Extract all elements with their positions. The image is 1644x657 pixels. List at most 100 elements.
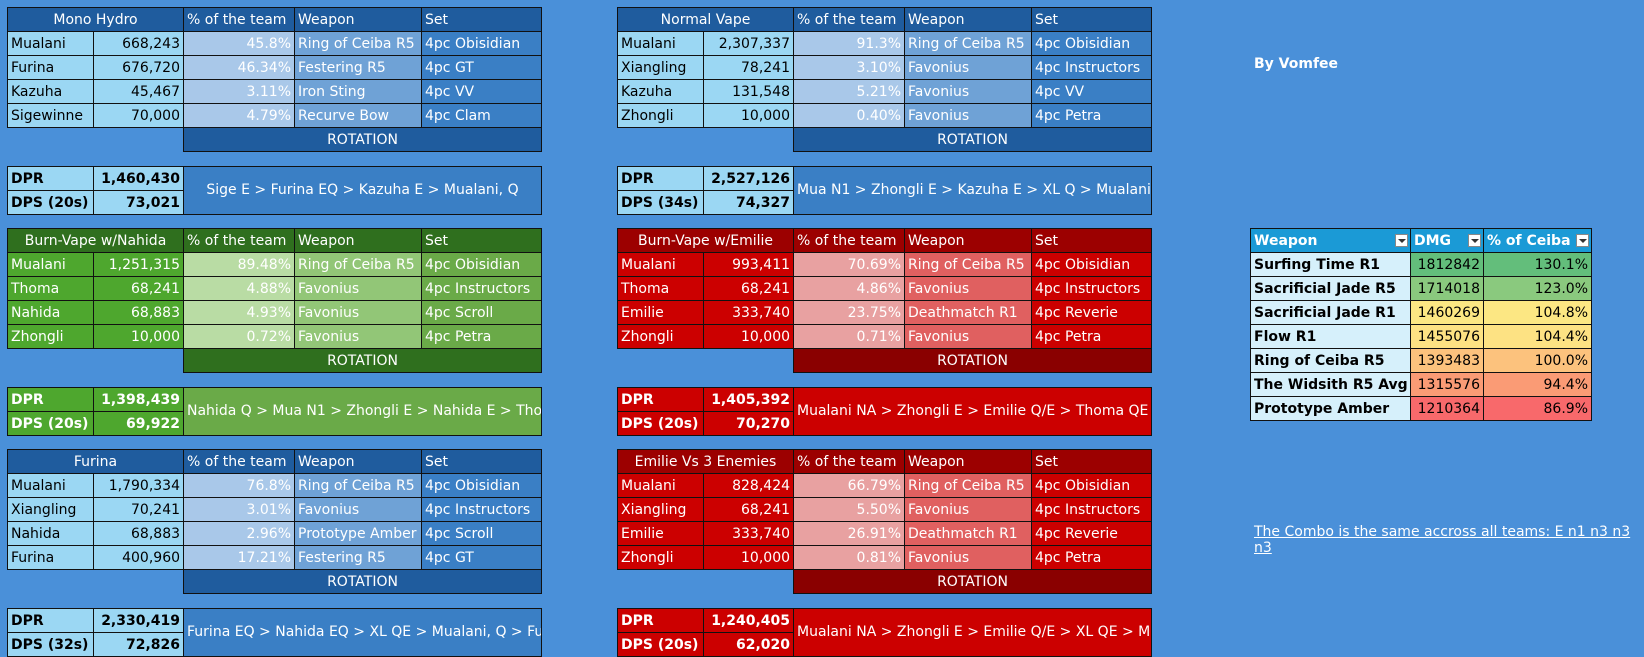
character-weapon: Favonius bbox=[904, 55, 1032, 80]
character-percent: 70.69% bbox=[793, 252, 906, 277]
weapon-header[interactable]: Weapon bbox=[1250, 228, 1411, 253]
weapon-dmg: 1460269 bbox=[1410, 300, 1484, 325]
weapon-row: Sacrificial Jade R1 1460269 104.8% bbox=[1250, 300, 1592, 325]
character-set: 4pc Petra bbox=[1031, 324, 1153, 349]
character-row: Mualani 2,307,337 91.3% Ring of Ceiba R5 4pc… bbox=[617, 31, 1152, 56]
character-row: Emilie 333,740 26.91% Deathmatch R1 4pc Reve… bbox=[617, 521, 1153, 546]
character-weapon: Favonius bbox=[904, 79, 1032, 104]
weapon-pct-ceiba: 100.0% bbox=[1483, 348, 1592, 373]
weapon-row: Sacrificial Jade R5 1714018 123.0% bbox=[1250, 276, 1592, 301]
character-name: Xiangling bbox=[617, 497, 704, 522]
rotation-header-row: ROTATION bbox=[618, 569, 1153, 594]
character-percent: 17.21% bbox=[183, 545, 296, 570]
team-table: Normal Vape% of the team Weapon Set Mualani… bbox=[617, 7, 1152, 215]
team-table: Burn-Vape w/Nahida% of the team Weapon Set… bbox=[7, 228, 542, 436]
character-weapon: Festering R5 bbox=[294, 545, 423, 570]
character-name: Furina bbox=[7, 55, 94, 80]
dpr-label: DPR bbox=[617, 387, 704, 412]
rotation-header-row: ROTATION bbox=[8, 348, 542, 373]
character-row: Thoma 68,241 4.88% Favonius 4pc Instructors bbox=[7, 276, 542, 301]
filter-dropdown-icon[interactable] bbox=[1395, 234, 1408, 247]
dpr-label: DPR bbox=[7, 166, 94, 191]
dps-value: 73,021 bbox=[93, 190, 184, 215]
character-percent: 2.96% bbox=[183, 521, 296, 546]
weapon-row: Prototype Amber 1210364 86.9% bbox=[1250, 396, 1592, 421]
pct-ceiba-header[interactable]: % of Ceiba bbox=[1483, 228, 1592, 253]
sort-dropdown-icon[interactable] bbox=[1468, 234, 1481, 247]
filter-dropdown-icon[interactable] bbox=[1576, 234, 1589, 247]
team-header-row: Furina% of the team Weapon Set bbox=[6, 449, 543, 474]
weapon-pct-ceiba: 104.4% bbox=[1483, 324, 1592, 349]
team-header-row: Burn-Vape w/Emilie% of the team Weapon Set bbox=[616, 228, 1153, 253]
character-damage: 1,251,315 bbox=[93, 252, 184, 277]
character-percent: 0.71% bbox=[793, 324, 906, 349]
character-weapon: Deathmatch R1 bbox=[904, 300, 1033, 325]
character-set: 4pc Instructors bbox=[1031, 497, 1153, 522]
weapon-comparison-table: Weapon DMG % of Ceiba Surfing Time R1 181… bbox=[1250, 228, 1592, 421]
character-damage: 1,790,334 bbox=[92, 473, 185, 498]
character-row: Mualani 1,790,334 76.8% Ring of Ceiba R5 4pc… bbox=[7, 473, 543, 498]
rotation-header: ROTATION bbox=[183, 569, 543, 594]
weapon-row: Flow R1 1455076 104.4% bbox=[1250, 324, 1592, 349]
pct-header: % of the team bbox=[793, 449, 906, 474]
character-row: Xiangling 70,241 3.01% Favonius 4pc Instruct… bbox=[7, 497, 543, 522]
character-weapon: Ring of Ceiba R5 bbox=[294, 31, 422, 56]
character-row: Thoma 68,241 4.86% Favonius 4pc Instructors bbox=[617, 276, 1153, 301]
character-set: 4pc Obisidian bbox=[421, 473, 543, 498]
character-name: Mualani bbox=[617, 473, 704, 498]
weapon-name: Ring of Ceiba R5 bbox=[1250, 348, 1411, 373]
weapon-name: Flow R1 bbox=[1250, 324, 1411, 349]
character-row: Zhongli 10,000 0.71% Favonius 4pc Petra bbox=[617, 324, 1153, 349]
character-percent: 0.72% bbox=[183, 324, 295, 349]
character-damage: 333,740 bbox=[702, 521, 795, 546]
rotation-text: Sige E > Furina EQ > Kazuha E > Mualani,… bbox=[183, 166, 542, 215]
character-damage: 45,467 bbox=[93, 79, 184, 104]
character-percent: 45.8% bbox=[183, 31, 295, 56]
rotation-text: Mua N1 > Zhongli E > Kazuha E > XL Q > M… bbox=[793, 166, 1152, 215]
weapon-row: Surfing Time R1 1812842 130.1% bbox=[1250, 252, 1592, 277]
dps-label: DPS (20s) bbox=[7, 190, 94, 215]
character-weapon: Favonius bbox=[904, 324, 1033, 349]
set-header: Set bbox=[1031, 228, 1153, 253]
weapon-name: Prototype Amber bbox=[1250, 396, 1411, 421]
character-weapon: Favonius bbox=[294, 276, 422, 301]
character-weapon: Favonius bbox=[904, 276, 1033, 301]
character-row: Mualani 1,251,315 89.48% Ring of Ceiba R5 4p… bbox=[7, 252, 542, 277]
rotation-text: Furina EQ > Nahida EQ > XL QE > Mualani,… bbox=[183, 608, 543, 657]
dpr-value: 2,330,419 bbox=[92, 608, 185, 633]
character-weapon: Deathmatch R1 bbox=[904, 521, 1033, 546]
character-percent: 3.10% bbox=[793, 55, 905, 80]
team-title: Mono Hydro bbox=[7, 7, 184, 32]
team-header-row: Burn-Vape w/Nahida% of the team Weapon Set bbox=[7, 228, 542, 253]
team-title: Burn-Vape w/Nahida bbox=[7, 228, 184, 253]
character-damage: 70,000 bbox=[93, 103, 184, 128]
character-weapon: Favonius bbox=[294, 300, 422, 325]
character-row: Mualani 668,243 45.8% Ring of Ceiba R5 4pc O… bbox=[7, 31, 542, 56]
character-set: 4pc GT bbox=[421, 55, 542, 80]
dps-label: DPS (34s) bbox=[617, 190, 704, 215]
character-row: Xiangling 68,241 5.50% Favonius 4pc Instruct… bbox=[617, 497, 1153, 522]
character-percent: 0.81% bbox=[793, 545, 906, 570]
pct-header: % of the team bbox=[183, 228, 295, 253]
character-percent: 3.11% bbox=[183, 79, 295, 104]
character-damage: 2,307,337 bbox=[703, 31, 794, 56]
combo-note[interactable]: The Combo is the same accross all teams:… bbox=[1254, 524, 1631, 556]
character-name: Xiangling bbox=[7, 497, 94, 522]
character-percent: 23.75% bbox=[793, 300, 906, 325]
character-name: Xiangling bbox=[617, 55, 704, 80]
rotation-header: ROTATION bbox=[793, 127, 1152, 152]
character-set: 4pc VV bbox=[421, 79, 542, 104]
character-name: Zhongli bbox=[617, 103, 704, 128]
dps-label: DPS (20s) bbox=[617, 411, 704, 436]
character-percent: 26.91% bbox=[793, 521, 906, 546]
character-name: Kazuha bbox=[7, 79, 94, 104]
weapon-dmg: 1210364 bbox=[1410, 396, 1484, 421]
character-row: Furina 400,960 17.21% Festering R5 4pc GT bbox=[7, 545, 543, 570]
rotation-header-row: ROTATION bbox=[618, 127, 1152, 152]
character-weapon: Ring of Ceiba R5 bbox=[294, 252, 422, 277]
credit-text: By Vomfee bbox=[1254, 56, 1339, 72]
rotation-header: ROTATION bbox=[793, 569, 1153, 594]
dmg-header[interactable]: DMG bbox=[1410, 228, 1484, 253]
dpr-value: 1,240,405 bbox=[702, 608, 795, 633]
character-damage: 70,241 bbox=[92, 497, 185, 522]
